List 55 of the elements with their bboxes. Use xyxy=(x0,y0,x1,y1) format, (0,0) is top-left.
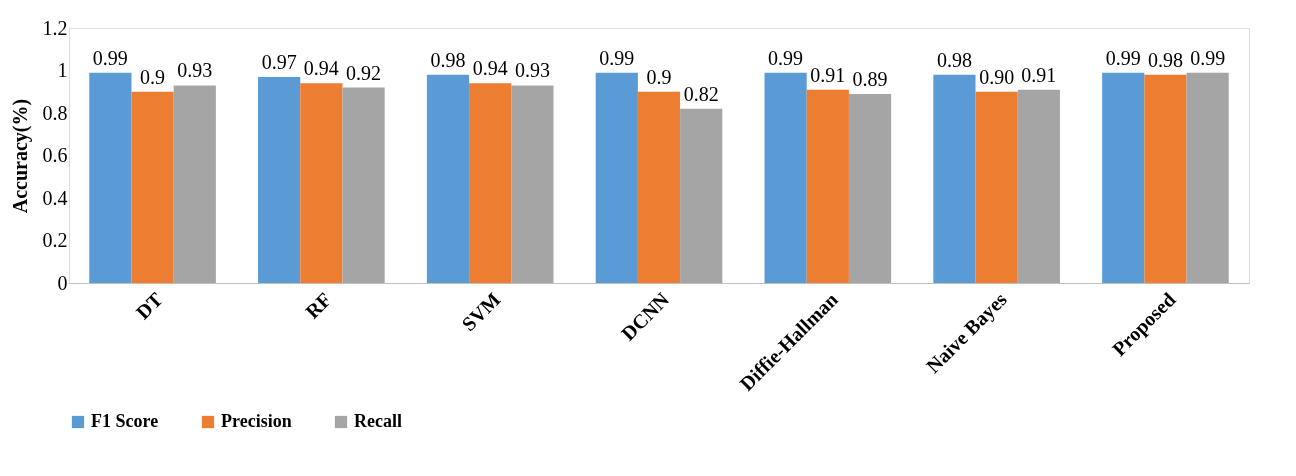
legend-label: F1 Score xyxy=(91,411,159,431)
bar xyxy=(1186,72,1229,283)
data-label: 0.98 xyxy=(1147,48,1183,71)
data-label: 0.90 xyxy=(979,65,1015,88)
bar xyxy=(764,72,807,283)
y-tick-label: 0.8 xyxy=(42,101,68,124)
y-tick-label: 1 xyxy=(57,59,68,81)
legend-label: Precision xyxy=(221,411,292,431)
bar xyxy=(680,108,723,283)
y-tick-label: 0.6 xyxy=(42,144,68,166)
x-tick-label: RF xyxy=(301,288,336,323)
data-label: 0.82 xyxy=(683,82,719,105)
data-label: 0.9 xyxy=(646,65,672,88)
data-label: 0.9 xyxy=(140,65,166,88)
bar xyxy=(637,91,681,283)
bar xyxy=(258,76,301,283)
bar xyxy=(806,89,849,283)
y-axis-title: Accuracy(%) xyxy=(8,98,32,214)
bar xyxy=(1102,72,1145,283)
bar xyxy=(426,74,470,283)
data-label: 0.98 xyxy=(936,48,972,71)
bar xyxy=(131,91,174,283)
data-label: 0.91 xyxy=(810,63,846,86)
bar xyxy=(933,74,976,283)
data-label: 0.99 xyxy=(768,46,804,69)
bar xyxy=(595,72,638,283)
data-label: 0.99 xyxy=(1190,46,1226,69)
bar xyxy=(848,93,892,283)
y-tick-label: 1.2 xyxy=(42,16,68,39)
legend-label: Recall xyxy=(354,411,402,431)
y-tick-label: 0 xyxy=(57,271,68,294)
data-label: 0.98 xyxy=(430,48,466,71)
bar xyxy=(342,87,385,283)
data-label: 0.99 xyxy=(92,46,128,69)
data-label: 0.99 xyxy=(599,46,635,69)
bar xyxy=(173,85,216,283)
bar xyxy=(975,91,1018,283)
data-label: 0.91 xyxy=(1021,63,1057,86)
data-label: 0.92 xyxy=(346,61,382,84)
data-label: 0.97 xyxy=(261,50,297,73)
bar xyxy=(511,85,554,283)
data-label: 0.94 xyxy=(472,57,508,80)
bar xyxy=(89,72,132,283)
data-label: 0.89 xyxy=(852,67,888,90)
bar xyxy=(300,83,343,283)
x-tick-label: DT xyxy=(131,287,168,324)
y-tick-label: 0.4 xyxy=(42,186,68,209)
data-label: 0.94 xyxy=(303,57,339,80)
bar xyxy=(1144,74,1187,283)
bar xyxy=(1017,89,1060,283)
bar xyxy=(469,83,512,283)
y-tick-label: 0.2 xyxy=(42,229,68,251)
data-label: 0.99 xyxy=(1105,46,1141,69)
data-label: 0.93 xyxy=(514,59,550,82)
data-label: 0.93 xyxy=(177,59,213,82)
